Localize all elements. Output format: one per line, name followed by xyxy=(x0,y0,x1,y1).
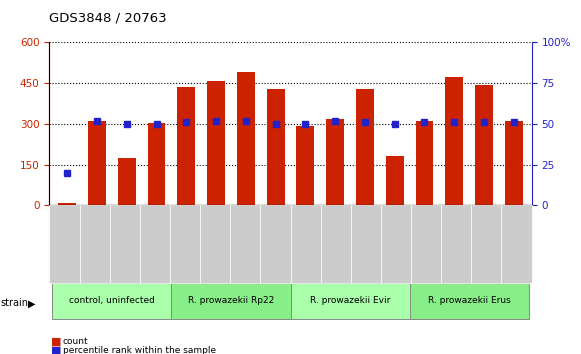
Text: control, uninfected: control, uninfected xyxy=(69,296,155,306)
Text: ■: ■ xyxy=(51,337,62,347)
Text: ▶: ▶ xyxy=(28,298,35,308)
Text: GSM403391: GSM403391 xyxy=(390,212,399,258)
Text: GSM403446: GSM403446 xyxy=(479,212,489,258)
Text: GSM403382: GSM403382 xyxy=(211,212,221,258)
Text: GSM403380: GSM403380 xyxy=(182,212,191,258)
Text: strain: strain xyxy=(1,298,28,308)
Text: R. prowazekii Evir: R. prowazekii Evir xyxy=(310,296,390,306)
Bar xyxy=(207,81,225,205)
Text: R. prowazekii Rp22: R. prowazekii Rp22 xyxy=(188,296,274,306)
Bar xyxy=(237,72,255,205)
Bar xyxy=(356,88,374,205)
Bar xyxy=(326,119,344,205)
Bar xyxy=(148,123,166,205)
Text: count: count xyxy=(63,337,88,346)
Text: GSM403389: GSM403389 xyxy=(360,212,370,258)
Text: GSM403384: GSM403384 xyxy=(271,212,280,258)
Text: GSM403388: GSM403388 xyxy=(331,212,340,258)
Bar xyxy=(505,121,523,205)
Bar xyxy=(52,283,171,319)
Text: R. prowazekii Erus: R. prowazekii Erus xyxy=(428,296,511,306)
Bar xyxy=(410,283,529,319)
Text: GSM403377: GSM403377 xyxy=(92,212,102,258)
Bar xyxy=(58,202,76,205)
Text: GSM403387: GSM403387 xyxy=(301,212,310,258)
Bar xyxy=(88,121,106,205)
Text: percentile rank within the sample: percentile rank within the sample xyxy=(63,346,216,354)
Bar xyxy=(177,87,195,205)
Bar xyxy=(118,158,136,205)
Bar xyxy=(171,283,290,319)
Text: ■: ■ xyxy=(51,346,62,354)
Text: GSM403378: GSM403378 xyxy=(122,212,131,258)
Text: GSM403281: GSM403281 xyxy=(63,212,71,258)
Bar xyxy=(386,156,404,205)
Text: GSM403379: GSM403379 xyxy=(152,212,161,258)
Text: GDS3848 / 20763: GDS3848 / 20763 xyxy=(49,12,167,25)
Bar xyxy=(415,121,433,205)
Text: GSM403383: GSM403383 xyxy=(241,212,250,258)
Bar xyxy=(267,89,285,205)
Text: GSM403447: GSM403447 xyxy=(510,212,518,258)
Bar xyxy=(445,77,463,205)
Bar xyxy=(296,126,314,205)
Text: GSM403444: GSM403444 xyxy=(420,212,429,258)
Text: GSM403445: GSM403445 xyxy=(450,212,459,258)
Bar xyxy=(475,85,493,205)
Bar xyxy=(290,283,410,319)
